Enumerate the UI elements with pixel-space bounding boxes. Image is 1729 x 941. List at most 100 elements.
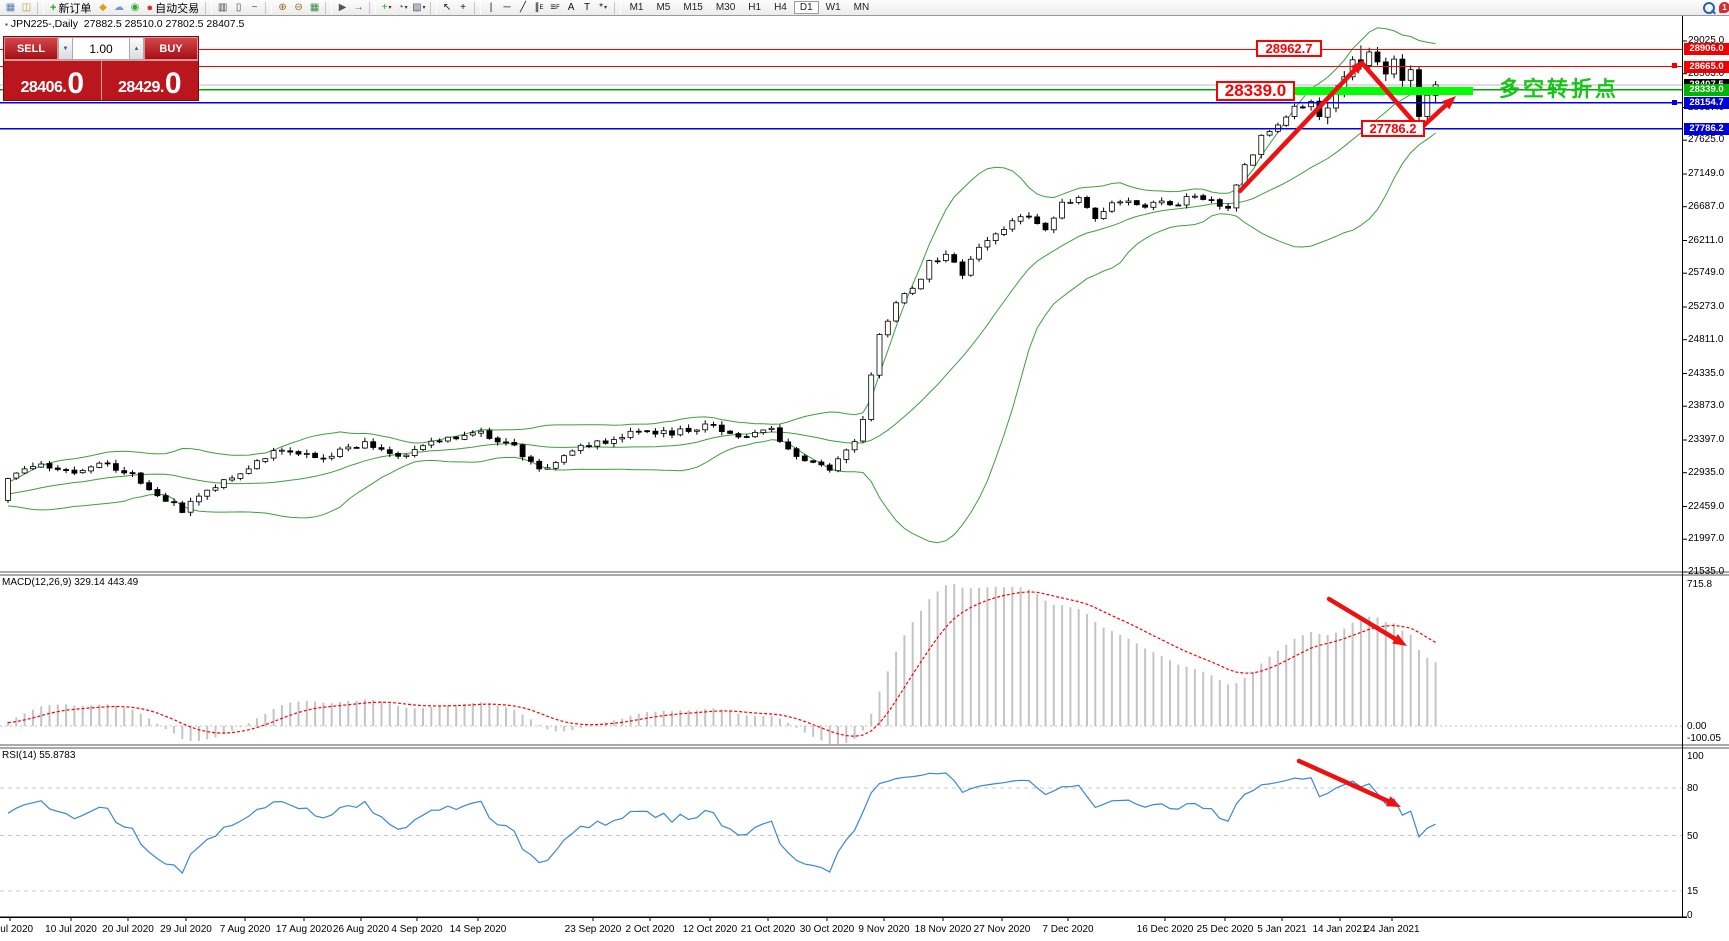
- buy-price-main: 28429.: [117, 79, 164, 96]
- periods-icon[interactable]: ◔ ▾: [395, 1, 410, 14]
- x-axis-date-label: 2 Oct 2020: [625, 924, 675, 935]
- symbol-ohlc-line: ▪ JPN225-,Daily 27882.5 28510.0 27802.5 2…: [5, 18, 244, 30]
- price-badge-28665-0: 28665.0: [1684, 60, 1729, 73]
- price-badge-28906-0: 28906.0: [1684, 43, 1729, 56]
- cursor-icon[interactable]: ↖: [440, 1, 455, 14]
- y-axis-tick-label: 27149.0: [1688, 168, 1725, 179]
- y-axis-tick-label: 24335.0: [1688, 367, 1725, 379]
- line-chart-icon[interactable]: ~: [247, 1, 262, 14]
- buy-price[interactable]: 28429. 0: [100, 61, 199, 100]
- equidistant-channel-icon[interactable]: ∥ E: [532, 1, 547, 14]
- timeframe-h4-button[interactable]: H4: [768, 1, 793, 14]
- horizontal-line-icon[interactable]: ─: [500, 1, 515, 14]
- navigator-icon[interactable]: ◫: [19, 1, 34, 14]
- buy-button[interactable]: BUY: [144, 37, 198, 60]
- x-axis-date-label: 7 Aug 2020: [219, 924, 271, 935]
- crosshair-icon[interactable]: +: [456, 1, 471, 14]
- zoom-in-icon[interactable]: ⊕: [275, 1, 290, 14]
- x-axis-date-label: 18 Nov 2020: [914, 924, 972, 935]
- x-axis-date-label: 14 Jan 2021: [1312, 924, 1368, 935]
- rsi-axis-tick-label: 0: [1687, 910, 1693, 921]
- one-click-trading-panel: SELL ▼ 1.00 ▲ BUY 28406. 0 28429. 0: [3, 36, 199, 101]
- y-axis-tick-label: 27625.0: [1688, 134, 1725, 146]
- timeframe-m5-button[interactable]: M5: [650, 1, 676, 14]
- x-axis-date-label: 16 Dec 2020: [1136, 924, 1194, 935]
- notifications-icon[interactable]: 1: [1717, 1, 1729, 14]
- toolbar-separator: [369, 1, 377, 14]
- sell-button[interactable]: SELL: [4, 37, 58, 60]
- rsi-indicator-label: RSI(14) 55.8783: [2, 750, 76, 761]
- zoom-out-icon[interactable]: ⊖: [291, 1, 306, 14]
- cn-annotation-text[interactable]: 多空转折点: [1499, 78, 1619, 101]
- timeframe-m15-button[interactable]: M15: [677, 1, 708, 14]
- y-axis-tick-label: 28563.0: [1688, 67, 1725, 79]
- candlestick-chart-icon[interactable]: ▯: [231, 1, 246, 14]
- x-axis-date-label: 23 Sep 2020: [564, 924, 622, 935]
- price-badge-28339-0: 28339.0: [1684, 83, 1729, 96]
- chart-shift-icon[interactable]: →: [351, 1, 366, 14]
- price-annotation-27786[interactable]: 27786.2: [1361, 120, 1425, 137]
- search-icon[interactable]: [1701, 1, 1716, 14]
- chart-icon: ▪: [5, 20, 8, 29]
- new-order-icon: +: [50, 1, 57, 14]
- autotrading-button[interactable]: ● 自动交易: [143, 1, 202, 15]
- toolbar-separator: [613, 1, 621, 14]
- trendline-icon[interactable]: ╱: [516, 1, 531, 14]
- price-badge-28154-7: 28154.7: [1684, 96, 1729, 109]
- timeframe-m1-button[interactable]: M1: [624, 1, 650, 14]
- price-annotation-28339[interactable]: 28339.0: [1216, 81, 1295, 101]
- rsi-axis-tick-label: 100: [1687, 751, 1704, 763]
- price-annotation-28962[interactable]: 28962.7: [1256, 40, 1322, 57]
- arrows-icon[interactable]: * ▾: [596, 1, 611, 14]
- ohlc-values: 27882.5 28510.0 27802.5 28407.5: [83, 18, 245, 30]
- new-order-button[interactable]: + 新订单: [47, 1, 94, 15]
- x-axis-date-label: 17 Aug 2020: [275, 924, 333, 935]
- rsi-axis-tick-label: 15: [1687, 886, 1699, 898]
- line-handle-28154[interactable]: [1672, 100, 1677, 105]
- x-axis-date-label: 27 Nov 2020: [973, 924, 1031, 935]
- x-axis-date-label: 21 Oct 2020: [740, 924, 796, 935]
- timeframe-d1-button[interactable]: D1: [793, 1, 819, 14]
- y-axis-tick-label: 24811.0: [1688, 333, 1724, 345]
- timeframe-w1-button[interactable]: W1: [820, 1, 847, 14]
- x-axis-date-label: 29 Jul 2020: [160, 924, 212, 935]
- x-axis-date-label: 5 Jan 2021: [1257, 924, 1307, 935]
- autotrading-icon: ●: [146, 1, 154, 14]
- volume-decrease-button[interactable]: ▼: [58, 37, 73, 60]
- y-axis-tick-label: 23873.0: [1688, 400, 1725, 412]
- line-handle-28665[interactable]: [1672, 63, 1677, 68]
- text-icon[interactable]: A: [564, 1, 579, 14]
- rsi-axis-tick-label: 50: [1687, 830, 1699, 842]
- market-icon[interactable]: ☁: [111, 1, 126, 14]
- new-chart-icon[interactable]: + ▾: [379, 1, 394, 14]
- y-axis-tick-label: 29025.0: [1688, 35, 1725, 46]
- auto-scroll-icon[interactable]: ▶: [335, 1, 350, 14]
- text-label-icon[interactable]: T: [580, 1, 595, 14]
- templates-icon[interactable]: ▧ ▾: [412, 1, 426, 13]
- timeframe-h1-button[interactable]: H1: [742, 1, 767, 14]
- price-badge-27786-2: 27786.2: [1684, 122, 1729, 135]
- timeframe-m30-button[interactable]: M30: [710, 1, 741, 14]
- market-watch-icon[interactable]: ▦: [3, 1, 18, 14]
- x-axis-date-label: 26 Aug 2020: [332, 924, 390, 935]
- symbol-name: JPN225-,Daily: [10, 18, 78, 30]
- macd-axis-tick-label: 715.8: [1687, 579, 1713, 590]
- volume-input[interactable]: 1.00: [73, 37, 129, 60]
- signals-icon[interactable]: ◉: [127, 1, 142, 14]
- toolbar-separator: [265, 1, 273, 14]
- y-axis-tick-label: 21535.0: [1688, 566, 1725, 577]
- history-center-icon[interactable]: ◆: [95, 1, 110, 14]
- volume-increase-button[interactable]: ▲: [129, 37, 144, 60]
- fibonacci-icon[interactable]: ≡ F: [548, 1, 563, 14]
- y-axis-tick-label: 25749.0: [1688, 267, 1725, 279]
- timeframe-mn-button[interactable]: MN: [848, 1, 876, 14]
- toolbar-separator: [325, 1, 333, 14]
- sell-price[interactable]: 28406. 0: [4, 61, 101, 100]
- x-axis-date-label: 7 Dec 2020: [1042, 924, 1094, 935]
- bar-chart-icon[interactable]: ▥: [215, 1, 230, 14]
- tile-windows-icon[interactable]: ▦: [307, 1, 322, 14]
- y-axis-tick-label: 22935.0: [1688, 466, 1725, 478]
- y-axis-tick-label: 21997.0: [1688, 533, 1725, 545]
- vertical-line-icon[interactable]: |: [484, 1, 499, 14]
